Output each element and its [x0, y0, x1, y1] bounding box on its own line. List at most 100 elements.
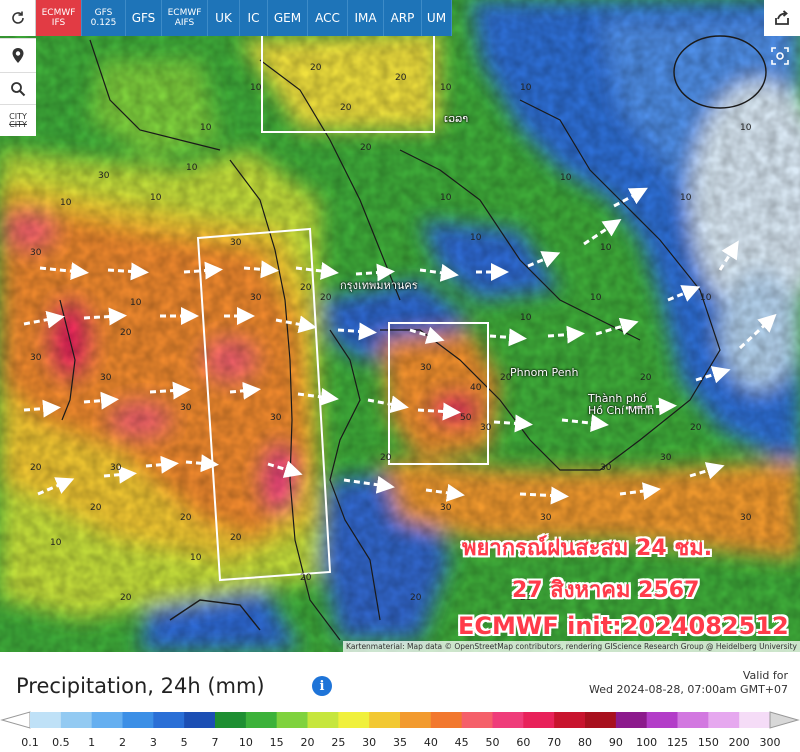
- scale-color-swatch: [585, 712, 617, 728]
- contour-value-label: 30: [540, 513, 552, 523]
- contour-value-label: 10: [600, 243, 612, 253]
- place-label-phnom-penh: Phnom Penh: [510, 366, 579, 379]
- model-button-gfs[interactable]: GFS: [126, 0, 162, 36]
- contour-value-label: 10: [740, 123, 752, 133]
- scale-color-swatch: [91, 712, 123, 728]
- contour-value-label: 20: [360, 143, 372, 153]
- precipitation-map-canvas[interactable]: 30 10 30 10 20 30 30 20 10 10 20 20 20 10 10 20 10 10 10 10…: [0, 0, 800, 652]
- scale-color-swatch: [369, 712, 401, 728]
- contour-value-label: 20: [300, 283, 312, 293]
- model-label: ECMWF: [167, 8, 202, 18]
- place-label-bangkok: กรุงเทพมหานคร: [340, 279, 418, 292]
- contour-value-label: 10: [190, 553, 202, 563]
- model-label: GFS: [94, 8, 113, 18]
- contour-value-label: 10: [440, 193, 452, 203]
- contour-value-label: 10: [560, 173, 572, 183]
- info-icon[interactable]: i: [312, 676, 332, 696]
- model-button-um[interactable]: UM: [422, 0, 452, 36]
- contour-value-label: 10: [680, 193, 692, 203]
- contour-value-label: 10: [520, 313, 532, 323]
- location-button[interactable]: [0, 38, 36, 72]
- overlay-date: 27 สิงหาคม 2567: [512, 578, 700, 603]
- scale-tick-label: 20: [300, 736, 315, 749]
- scale-color-swatch: [153, 712, 185, 728]
- scale-color-swatch: [461, 712, 493, 728]
- model-sublabel: AIFS: [174, 18, 195, 28]
- contour-value-label: 10: [200, 123, 212, 133]
- contour-value-label: 20: [310, 63, 322, 73]
- scale-color-swatch: [122, 712, 154, 728]
- model-button-ic[interactable]: IC: [240, 0, 268, 36]
- legend-panel: Precipitation, 24h (mm) i Valid for Wed …: [0, 652, 800, 752]
- contour-value-label: 10: [186, 163, 198, 173]
- scale-color-swatch: [492, 712, 524, 728]
- scale-tick-label: 30: [362, 736, 377, 749]
- contour-value-label: 10: [150, 193, 162, 203]
- contour-value-label: 20: [230, 533, 242, 543]
- scale-tick-label: 50: [485, 736, 500, 749]
- scale-tick-label: 100: [636, 736, 658, 749]
- contour-value-label: 30: [420, 363, 432, 373]
- model-button-arp[interactable]: ARP: [384, 0, 422, 36]
- city-label-bottom: CITY: [9, 119, 27, 129]
- model-label: IMA: [354, 11, 377, 25]
- scale-color-swatch: [338, 712, 370, 728]
- contour-value-label: 30: [250, 293, 262, 303]
- contour-value-label: 20: [380, 453, 392, 463]
- contour-value-label: 20: [410, 593, 422, 603]
- map-attribution[interactable]: Kartenmaterial: Map data © OpenStreetMap…: [343, 641, 800, 652]
- scale-color-swatch: [523, 712, 555, 728]
- city-label-top: CITY: [9, 111, 27, 121]
- model-label: ECMWF: [41, 8, 76, 18]
- contour-value-label: 30: [230, 238, 242, 248]
- model-sublabel: IFS: [51, 18, 66, 28]
- zoom-button[interactable]: [0, 72, 36, 104]
- contour-value-label: 10: [440, 83, 452, 93]
- place-label-hcmc-line2: Hồ Chí Minh: [588, 404, 655, 417]
- color-scale-bar: [0, 711, 800, 729]
- scale-color-swatch: [276, 712, 308, 728]
- model-label: UK: [215, 11, 232, 25]
- contour-value-label: 30: [480, 423, 492, 433]
- contour-value-label: 10: [590, 293, 602, 303]
- city-labels-toggle[interactable]: CITY CITY: [0, 104, 36, 136]
- refresh-button[interactable]: [0, 0, 36, 36]
- scale-tick-label: 1: [88, 736, 96, 749]
- magnifier-icon: [11, 81, 26, 96]
- model-button-ecmwf-aifs[interactable]: ECMWF AIFS: [162, 0, 208, 36]
- contour-value-label: 20: [320, 293, 332, 303]
- scale-tick-label: 125: [667, 736, 688, 749]
- legend-title: Precipitation, 24h (mm): [16, 674, 265, 698]
- scale-color-swatch: [30, 712, 62, 728]
- share-button[interactable]: [764, 0, 800, 36]
- screenshot-button[interactable]: [768, 44, 792, 68]
- scale-color-swatch: [245, 712, 278, 728]
- share-icon: [775, 10, 789, 25]
- scale-tick-label: 70: [547, 736, 562, 749]
- valid-for-label: Valid for: [742, 669, 788, 682]
- scale-tick-label: 25: [331, 736, 346, 749]
- screenshot-icon: [771, 47, 789, 65]
- model-button-gfs-0125[interactable]: GFS 0.125: [82, 0, 126, 36]
- contour-value-label: 30: [30, 353, 42, 363]
- contour-value-label: 30: [740, 513, 752, 523]
- model-label: ACC: [315, 11, 340, 25]
- contour-value-label: 20: [180, 513, 192, 523]
- scale-tick-label: 15: [269, 736, 284, 749]
- scale-color-swatch: [430, 712, 463, 728]
- model-button-acc[interactable]: ACC: [308, 0, 348, 36]
- model-label: UM: [426, 11, 447, 25]
- contour-value-label: 30: [600, 463, 612, 473]
- model-button-uk[interactable]: UK: [208, 0, 240, 36]
- scale-tick-label: 5: [180, 736, 188, 749]
- contour-value-label: 20: [30, 463, 42, 473]
- forecast-map[interactable]: 30 10 30 10 20 30 30 20 10 10 20 20 20 10 10 20 10 10 10 10…: [0, 0, 800, 652]
- scale-color-swatch: [646, 712, 678, 728]
- overlay-model-init: ECMWF init:2024082512: [458, 612, 789, 640]
- model-button-gem[interactable]: GEM: [268, 0, 308, 36]
- model-button-ima[interactable]: IMA: [348, 0, 384, 36]
- place-label-vientiane: ເວລາ: [444, 112, 469, 125]
- model-button-ecmwf-ifs[interactable]: ECMWF IFS: [36, 0, 82, 36]
- scale-tick-label: 35: [393, 736, 407, 749]
- scale-tick-label: 0.1: [21, 736, 39, 749]
